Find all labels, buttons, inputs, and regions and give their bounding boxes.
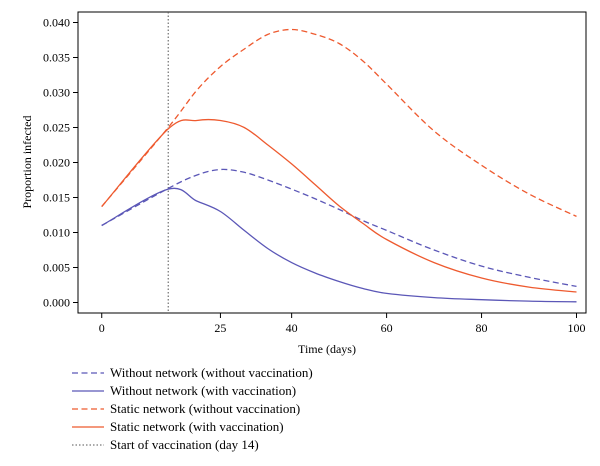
legend-label: Start of vaccination (day 14) [110,437,259,452]
x-tick-label: 40 [286,321,298,335]
y-tick-label: 0.035 [43,51,70,65]
legend-item: Without network (with vaccination) [72,382,313,400]
x-tick-label: 100 [568,321,586,335]
legend-label: Without network (with vaccination) [110,383,297,398]
legend-item: Static network (with vaccination) [72,418,313,436]
y-tick-label: 0.030 [43,86,70,100]
y-tick-label: 0.015 [43,191,70,205]
series-line-3 [101,28,577,217]
x-tick-label: 0 [99,321,105,335]
legend-swatch [72,408,104,410]
x-tick-label: 80 [476,321,488,335]
series-line-2 [101,187,577,303]
legend-label: Without network (without vaccination) [110,365,313,380]
y-axis: 0.000 0.005 0.010 0.015 0.020 0.025 0.030 0.035… [43,16,78,310]
series-line-1 [101,168,577,288]
y-tick-label: 0.000 [43,296,70,310]
legend-swatch [72,372,104,374]
y-tick-label: 0.020 [43,156,70,170]
legend-label: Static network (without vaccination) [110,401,301,416]
y-tick-label: 0.010 [43,226,70,240]
x-axis-label: Time (days) [298,342,356,356]
legend-label: Static network (with vaccination) [110,419,284,434]
plot-frame [77,11,587,314]
x-tick-label: 60 [381,321,393,335]
y-axis-label: Proportion infected [20,116,34,209]
legend-swatch [72,390,104,392]
legend-item: Static network (without vaccination) [72,400,313,418]
legend-item: Start of vaccination (day 14) [72,436,313,454]
legend-item: Without network (without vaccination) [72,364,313,382]
legend-swatch [72,426,104,428]
series-layer [101,12,577,313]
y-tick-label: 0.005 [43,261,70,275]
x-tick-label: 25 [214,321,226,335]
legend: Without network (without vaccination) Wit… [72,364,313,454]
y-tick-label: 0.025 [43,121,70,135]
series-line-4 [101,118,577,293]
x-axis: 0 25 40 60 80 100 [99,313,586,335]
legend-swatch [72,444,104,446]
y-tick-label: 0.040 [43,16,70,30]
